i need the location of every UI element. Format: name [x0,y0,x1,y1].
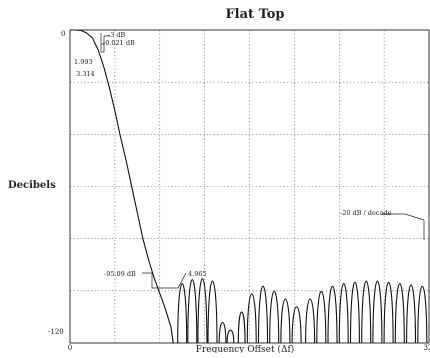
side-lobe [257,286,269,344]
side-lobe [269,291,280,344]
side-lobe [207,280,218,344]
leader-minus-3db [100,33,110,53]
annotation-leaders [100,33,425,289]
main-lobe-curve [70,29,174,344]
side-lobe [187,279,198,344]
side-lobe [218,321,227,344]
annotation-3314: 3.314 [76,70,95,78]
side-lobe [338,283,349,344]
annotation-decade: -20 dB / decade [340,209,391,217]
plot-frame [69,29,430,344]
side-lobe [237,311,246,344]
x-axis-label: Frequency Offset (Δf) [196,344,295,353]
side-lobe [406,284,417,344]
side-lobe [226,329,235,344]
side-lobe [280,298,291,344]
response-curves [70,29,428,344]
annotation-9509db: -95.09 dB [104,270,136,278]
side-lobe [197,278,208,344]
annotation-minus-3db: -3 dB [108,31,126,39]
side-lobe [246,293,257,344]
side-lobe [177,283,188,344]
x-tick-end: 32 [424,344,430,352]
x-tick-start: 0 [68,344,72,352]
side-lobe [291,306,302,344]
side-lobe [383,281,394,344]
leader-decade [382,213,425,240]
annotation-minus-0021db: -0.021 dB [103,39,135,47]
side-lobe [417,286,428,344]
side-lobe [361,280,372,344]
side-lobe [349,281,360,344]
chart-title: Flat Top [225,7,284,22]
side-lobe [372,280,383,344]
side-lobe [305,298,316,344]
side-lobe [316,291,327,344]
leader-9509db [142,272,187,289]
side-lobe [394,283,405,344]
annotation-4965: 4.965 [188,270,207,278]
annotation-1993: 1.993 [74,58,93,66]
y-axis-label: Decibels [8,180,56,191]
side-lobe [327,286,338,344]
y-tick-top: 0 [61,30,65,38]
y-tick-bottom: -120 [48,328,64,336]
grid-lines [70,30,429,343]
